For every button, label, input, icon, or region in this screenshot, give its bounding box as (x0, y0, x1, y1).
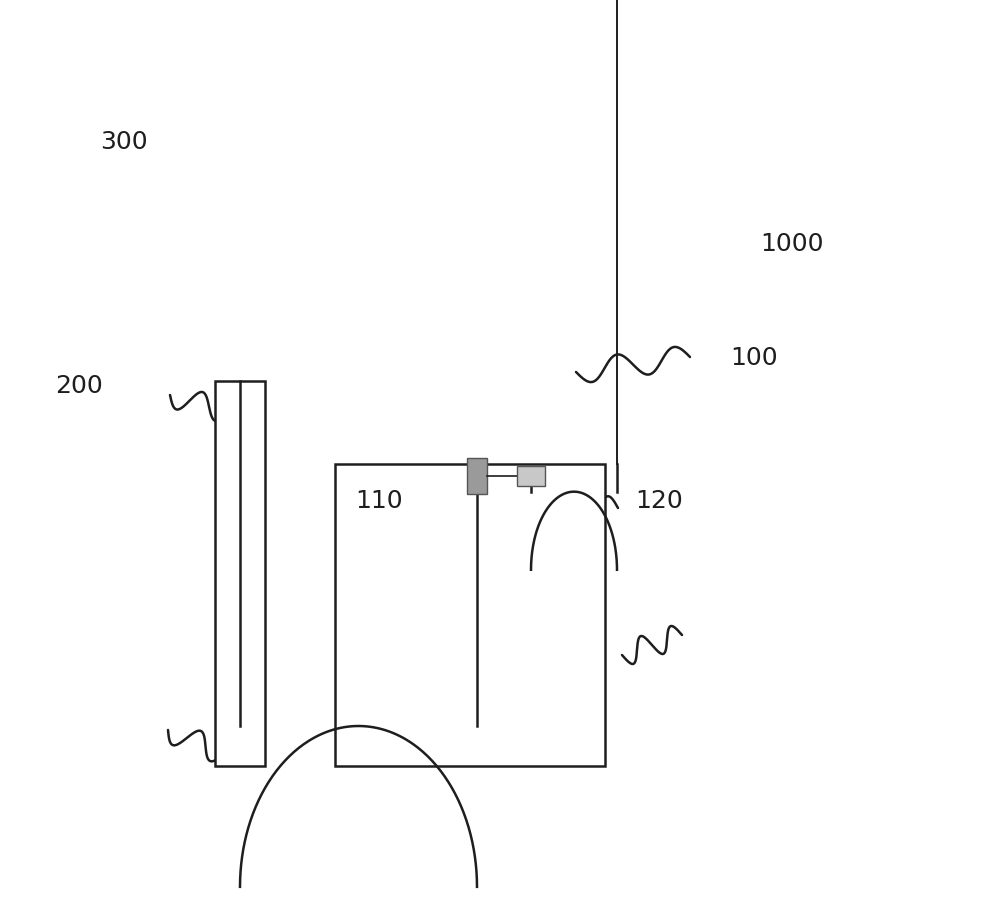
Bar (467, 458, 487, 494)
Text: 100: 100 (730, 346, 778, 370)
Text: 110: 110 (355, 489, 403, 513)
Bar (335, 464, 605, 766)
Text: 120: 120 (635, 489, 683, 513)
Text: 1000: 1000 (760, 232, 824, 255)
Bar (517, 466, 545, 486)
Text: 300: 300 (100, 130, 148, 154)
Bar (215, 381, 265, 766)
Text: 200: 200 (55, 374, 103, 398)
